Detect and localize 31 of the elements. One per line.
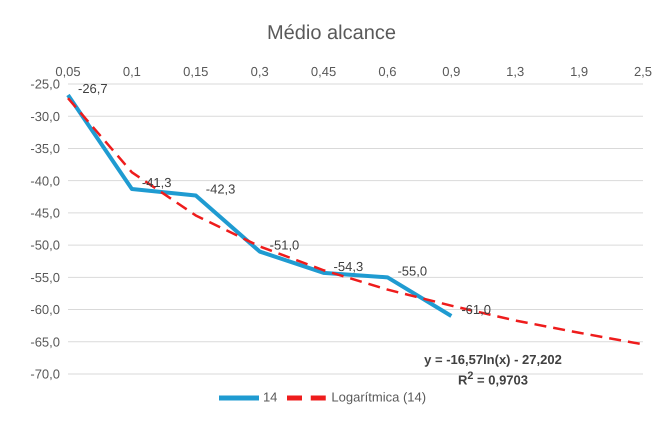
data-label: -55,0 <box>397 263 428 278</box>
data-label: -42,3 <box>206 181 236 196</box>
annotation: y = -16,57ln(x) - 27,202 <box>423 352 563 367</box>
annotation: R$^{2}$ = 0,9703 <box>457 370 529 388</box>
y-tick-label: -25,0 <box>30 76 60 92</box>
legend-label: 14 <box>262 389 278 404</box>
data-label: -54,3 <box>334 258 364 274</box>
y-tick-label: -65,0 <box>30 334 60 350</box>
data-label: -26,7 <box>78 80 108 96</box>
x-tick-label: 0,1 <box>122 64 141 79</box>
legend-label: Logarítmica (14) <box>331 389 426 404</box>
data-label: -41,3 <box>142 175 172 190</box>
y-tick-label: -45,0 <box>30 206 60 221</box>
y-tick-label: -50,0 <box>30 238 60 253</box>
x-tick-label: 0,6 <box>378 64 396 79</box>
chart-title: Médio alcance <box>266 22 397 45</box>
x-tick-label: 0,9 <box>442 64 460 79</box>
x-tick-label: 0,05 <box>55 64 81 79</box>
y-tick-label: -60,0 <box>30 302 60 318</box>
x-tick-label: 1,3 <box>506 64 524 79</box>
x-tick-label: 0,45 <box>310 64 336 79</box>
y-tick-label: -55,0 <box>30 270 60 285</box>
x-tick-label: 0,3 <box>250 64 269 79</box>
y-tick-label: -30,0 <box>30 108 60 124</box>
x-tick-label: 0,15 <box>183 64 208 79</box>
y-tick-label: -40,0 <box>30 173 60 188</box>
y-tick-label: -70,0 <box>30 366 60 382</box>
x-tick-label: 1,9 <box>570 64 588 79</box>
data-label: -51,0 <box>270 238 300 253</box>
y-tick-label: -35,0 <box>30 141 60 156</box>
x-tick-label: 2,5 <box>634 64 652 79</box>
